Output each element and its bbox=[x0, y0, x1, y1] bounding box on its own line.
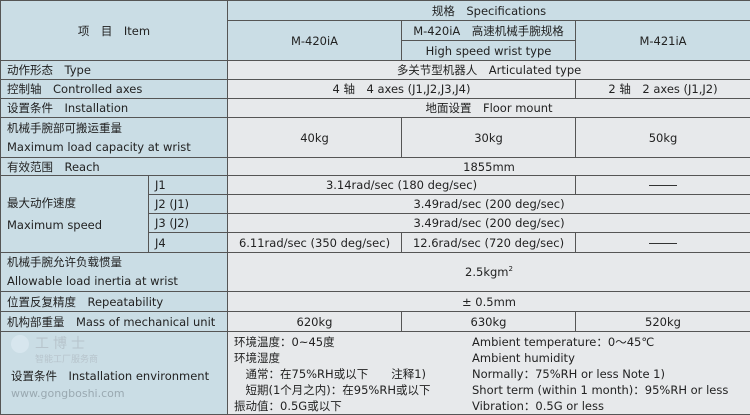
speed-label-en: Maximum speed bbox=[7, 218, 103, 232]
watermark: 工博士 智能工厂服务商 bbox=[11, 334, 221, 366]
type-label: 动作形态 Type bbox=[0, 60, 228, 80]
env-cn: 环境温度：0~45度 环境湿度 通常：在75%RH或以下 注释1) 短期(1个月之… bbox=[234, 334, 431, 414]
specs-header: 规格 Specifications bbox=[226, 0, 750, 21]
j3-value: 3.49rad/sec (200 deg/sec) bbox=[226, 213, 750, 233]
env-value: 环境温度：0~45度 环境湿度 通常：在75%RH或以下 注释1) 短期(1个月之… bbox=[226, 331, 750, 415]
j1-value: 3.14rad/sec (180 deg/sec) bbox=[227, 175, 576, 195]
repeat-value: ± 0.5mm bbox=[226, 291, 750, 312]
speed-label-cn: 最大动作速度 bbox=[7, 196, 76, 210]
inertia-label-cn: 机械手腕允许负载惯量 bbox=[7, 255, 122, 269]
install-label: 设置条件 Installation bbox=[0, 98, 228, 118]
install-value: 地面设置 Floor mount bbox=[226, 98, 750, 118]
load-label-en: Maximum load capacity at wrist bbox=[7, 139, 191, 154]
dash bbox=[649, 242, 677, 244]
env-en-line: Normally：75%RH or less Note 1) bbox=[472, 367, 665, 381]
load-420hs: 30kg bbox=[401, 117, 576, 158]
model-hs-sub: High speed wrist type bbox=[401, 40, 576, 61]
model-m420ia: M-420iA bbox=[227, 20, 402, 61]
inertia-sup: 2 bbox=[508, 265, 513, 274]
env-en: Ambient temperature：0～45℃ Ambient humidit… bbox=[472, 334, 728, 414]
env-label-cell: 工博士 智能工厂服务商 设置条件 Installation environmen… bbox=[0, 331, 228, 415]
env-en-line: Short term (within 1 month)：95%RH or les… bbox=[472, 383, 729, 397]
item-header: 项 目 Item bbox=[0, 0, 228, 61]
load-label: 机械手腕部可搬运重量 Maximum load capacity at wrist bbox=[0, 117, 228, 158]
env-en-line: Ambient humidity bbox=[472, 351, 575, 365]
j2-value: 3.49rad/sec (200 deg/sec) bbox=[226, 194, 750, 214]
j4-value-420: 6.11rad/sec (350 deg/sec) bbox=[227, 232, 402, 253]
inertia-label: 机械手腕允许负载惯量 Allowable load inertia at wris… bbox=[0, 252, 228, 292]
mass-421: 520kg bbox=[574, 311, 750, 332]
env-en-line: Vibration：0.5G or less bbox=[472, 399, 604, 413]
type-value: 多关节型机器人 Articulated type bbox=[226, 60, 750, 80]
j4-value-421 bbox=[574, 232, 750, 253]
model-m420ia-hs: M-420iA 高速机械手腕规格 bbox=[401, 20, 576, 41]
inertia-label-en: Allowable load inertia at wrist bbox=[7, 274, 178, 288]
j1-value-421 bbox=[574, 175, 750, 195]
inertia-number: 2.5kgm bbox=[465, 265, 509, 279]
axes-value: 4 轴 4 axes (J1,J2,J3,J4) bbox=[227, 79, 576, 99]
axes-label: 控制轴 Controlled axes bbox=[0, 79, 228, 99]
j4-value-420hs: 12.6rad/sec (720 deg/sec) bbox=[401, 232, 576, 253]
watermark-brand: 工博士 bbox=[35, 336, 89, 352]
inertia-value: 2.5kgm2 bbox=[226, 252, 750, 292]
watermark-tagline: 智能工厂服务商 bbox=[35, 355, 99, 365]
mass-420hs: 630kg bbox=[401, 311, 576, 332]
env-en-line: Ambient temperature：0～45℃ bbox=[472, 335, 655, 349]
j4-label: J4 bbox=[148, 232, 228, 253]
mass-420: 620kg bbox=[227, 311, 402, 332]
j1-label: J1 bbox=[148, 175, 228, 195]
speed-label: 最大动作速度 Maximum speed bbox=[0, 175, 149, 253]
j2-label: J2 (J1) bbox=[148, 194, 228, 214]
mass-label: 机构部重量 Mass of mechanical unit bbox=[0, 311, 228, 332]
j3-label: J3 (J2) bbox=[148, 213, 228, 233]
load-label-cn: 机械手腕部可搬运重量 bbox=[7, 120, 122, 135]
dash bbox=[649, 185, 677, 186]
watermark-logo-icon bbox=[11, 335, 29, 353]
env-cn-line: 环境湿度 bbox=[234, 351, 280, 365]
reach-label: 有效范围 Reach bbox=[0, 157, 228, 176]
env-cn-line: 通常：在75%RH或以下 注释1) bbox=[234, 367, 427, 381]
load-421: 50kg bbox=[574, 117, 750, 158]
load-420: 40kg bbox=[227, 117, 402, 158]
env-cn-line: 短期(1个月之内)：在95%RH或以下 bbox=[234, 383, 431, 397]
watermark-url: www.gongboshi.com bbox=[11, 387, 125, 400]
env-cn-line: 环境温度：0~45度 bbox=[234, 335, 335, 349]
watermark-top: 工博士 bbox=[11, 334, 221, 354]
axes-value-421: 2 轴 2 axes (J1,J2) bbox=[574, 79, 750, 99]
repeat-label: 位置反复精度 Repeatability bbox=[0, 291, 228, 312]
env-cn-line: 振动值：0.5G或以下 bbox=[234, 399, 342, 413]
env-label: 设置条件 Installation environment bbox=[11, 369, 210, 383]
model-m421ia: M-421iA bbox=[574, 20, 750, 61]
reach-value: 1855mm bbox=[226, 157, 750, 176]
